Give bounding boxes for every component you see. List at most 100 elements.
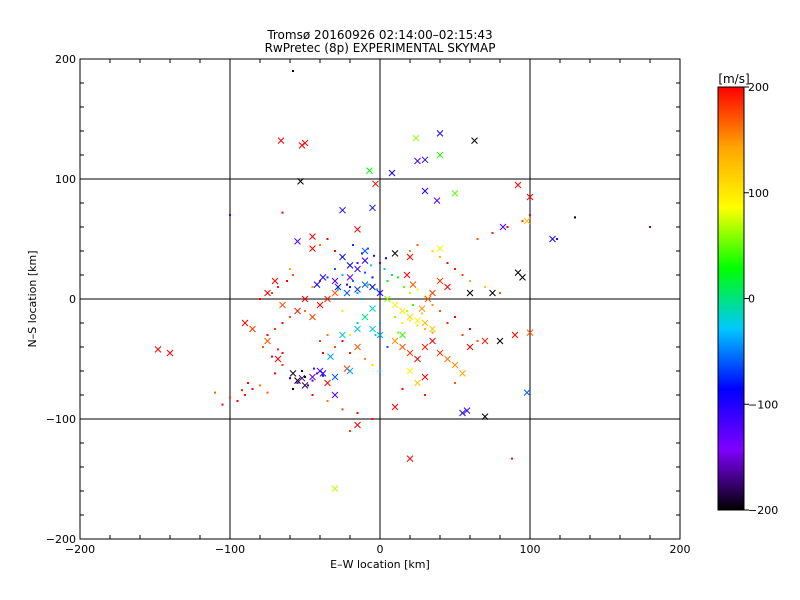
data-point-cross bbox=[316, 301, 324, 309]
data-point-dot bbox=[431, 331, 434, 334]
y-axis-label: N–S location [km] bbox=[26, 250, 39, 347]
data-point-dot bbox=[334, 268, 336, 270]
data-point-cross bbox=[166, 349, 174, 357]
data-point-dot bbox=[274, 372, 276, 375]
data-point-dot bbox=[424, 394, 426, 396]
data-point-cross bbox=[331, 277, 339, 285]
data-point-dot bbox=[326, 334, 329, 336]
data-point-cross bbox=[436, 277, 444, 285]
data-point-cross bbox=[444, 283, 451, 291]
data-point-dot bbox=[277, 348, 279, 351]
data-point-cross bbox=[154, 346, 162, 353]
data-point-dot bbox=[386, 346, 389, 348]
data-point-cross bbox=[429, 337, 436, 345]
data-point-cross bbox=[331, 485, 339, 492]
data-point-cross bbox=[297, 178, 304, 185]
data-point-cross bbox=[361, 257, 369, 264]
data-point-cross bbox=[361, 313, 369, 321]
data-point-cross bbox=[421, 187, 429, 195]
data-point-cross bbox=[354, 343, 361, 351]
data-point-cross bbox=[399, 343, 406, 351]
data-point-cross bbox=[451, 190, 459, 197]
data-point-dot bbox=[371, 364, 374, 366]
data-point-cross bbox=[369, 204, 376, 212]
data-point-dot bbox=[281, 211, 284, 214]
colorbar-tick-label: −100 bbox=[748, 398, 778, 411]
data-point-cross bbox=[388, 169, 396, 177]
data-point-dot bbox=[356, 292, 359, 294]
data-point-dot bbox=[241, 389, 243, 392]
data-point-cross bbox=[451, 361, 459, 369]
data-point-dot bbox=[469, 280, 471, 282]
data-point-cross bbox=[429, 325, 436, 333]
data-point-cross bbox=[466, 289, 474, 297]
data-point-dot bbox=[574, 216, 576, 219]
data-point-cross bbox=[354, 421, 361, 429]
data-point-dot bbox=[349, 334, 351, 336]
data-point-dot bbox=[341, 310, 344, 312]
data-point-cross bbox=[523, 217, 531, 225]
data-point-dot bbox=[352, 244, 354, 246]
y-tick-label: 0 bbox=[69, 293, 76, 306]
data-point-dot bbox=[446, 322, 449, 324]
data-point-cross bbox=[421, 343, 429, 351]
data-point-dot bbox=[416, 324, 419, 327]
data-point-dot bbox=[409, 292, 411, 294]
data-point-dot bbox=[491, 232, 494, 234]
data-point-cross bbox=[414, 379, 421, 387]
data-point-cross bbox=[331, 289, 339, 297]
data-point-cross bbox=[414, 157, 421, 165]
data-point-cross bbox=[354, 226, 361, 233]
data-point-cross bbox=[369, 305, 376, 312]
data-point-dot bbox=[476, 340, 479, 342]
data-point-cross bbox=[391, 403, 399, 411]
data-point-cross bbox=[298, 142, 306, 149]
data-point-dot bbox=[454, 382, 456, 384]
data-point-dot bbox=[409, 319, 411, 322]
data-point-dot bbox=[386, 280, 389, 282]
data-point-cross bbox=[424, 295, 432, 303]
data-point-cross bbox=[514, 181, 522, 189]
data-point-dot bbox=[229, 396, 231, 399]
data-point-cross bbox=[418, 305, 426, 312]
data-point-dot bbox=[349, 286, 351, 288]
data-point-dot bbox=[371, 418, 374, 420]
data-point-dot bbox=[469, 328, 471, 330]
data-point-dot bbox=[307, 384, 309, 387]
data-point-cross bbox=[369, 325, 376, 333]
x-tick-label: −200 bbox=[65, 543, 95, 556]
data-point-cross bbox=[346, 274, 354, 281]
data-point-cross bbox=[324, 295, 331, 303]
data-point-dot bbox=[416, 288, 419, 291]
data-point-cross bbox=[354, 286, 361, 293]
data-point-cross bbox=[327, 353, 334, 360]
data-point-cross bbox=[294, 238, 301, 245]
data-point-dot bbox=[286, 280, 288, 282]
data-point-dot bbox=[313, 367, 315, 370]
data-point-cross bbox=[391, 337, 399, 345]
data-point-dot bbox=[379, 262, 381, 264]
x-tick-label: 200 bbox=[670, 543, 691, 556]
data-point-dot bbox=[364, 358, 366, 360]
data-point-dot bbox=[214, 391, 216, 394]
data-point-dot bbox=[341, 274, 344, 276]
data-point-dot bbox=[266, 334, 269, 336]
data-point-cross bbox=[361, 281, 369, 288]
data-point-cross bbox=[331, 373, 339, 381]
data-point-cross bbox=[277, 137, 285, 144]
data-point-dot bbox=[319, 244, 321, 246]
data-point-cross bbox=[414, 355, 421, 363]
data-point-cross bbox=[264, 337, 271, 345]
data-point-dot bbox=[326, 400, 329, 402]
colorbar: [m/s] 200 100 0 −100 −200 bbox=[717, 72, 778, 517]
axis-ticks bbox=[79, 58, 681, 540]
data-point-dot bbox=[356, 322, 359, 324]
data-point-dot bbox=[292, 274, 294, 276]
chart-subtitle: RwPretec (8p) EXPERIMENTAL SKYMAP bbox=[265, 41, 496, 55]
data-point-cross bbox=[324, 379, 331, 387]
data-point-dot bbox=[403, 286, 405, 288]
data-point-cross bbox=[309, 373, 316, 381]
data-point-cross bbox=[549, 235, 556, 243]
